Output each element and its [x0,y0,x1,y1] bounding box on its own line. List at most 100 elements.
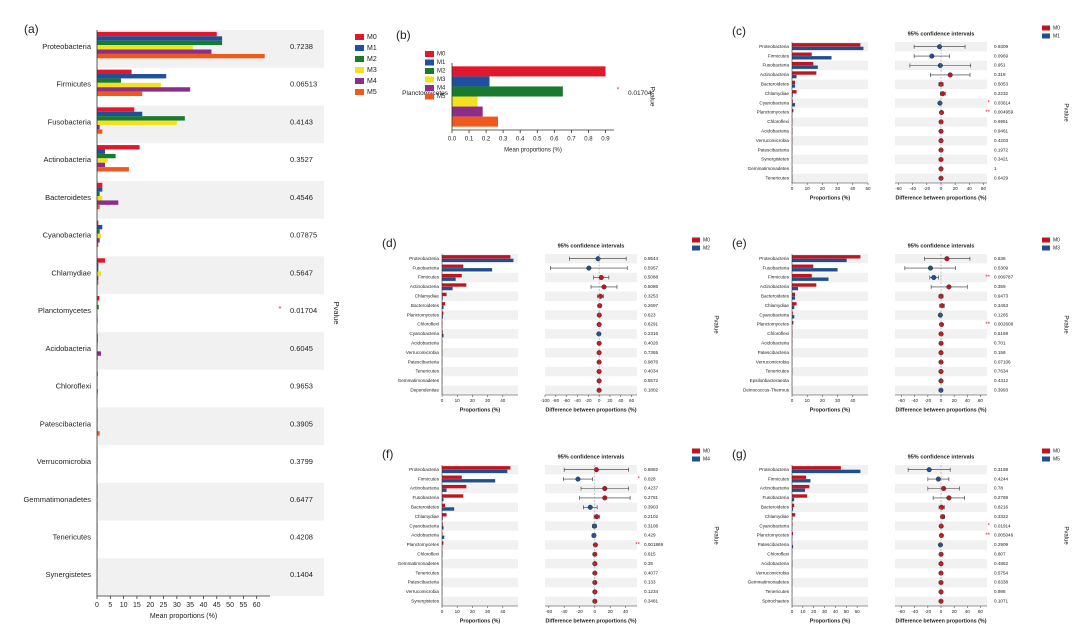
bar [442,333,444,338]
bar [97,431,100,436]
category-label: Gemmatimonadetes [398,561,440,566]
x-tick-label: 0.9 [601,137,610,143]
row-shade [792,521,868,531]
row-shade [545,291,637,301]
legend-label: M1 [437,60,446,66]
diff-tick-label: 60 [629,398,635,403]
category-label: Bacteroidetes [45,193,91,202]
bar [97,111,143,117]
legend-swatch [692,456,700,462]
x-tick-label: 0.8 [584,137,593,143]
bar [97,224,103,230]
legend-swatch [692,237,700,243]
bar [97,69,132,75]
category-label: Patescibacteria [40,419,92,428]
row-shade [97,407,324,446]
x-tick-label: 30 [485,398,491,403]
p-value: 0.4862 [994,561,1008,566]
difference-point [931,275,937,281]
row-shade [792,366,868,377]
difference-point [929,53,935,59]
bar [442,268,493,272]
p-value: 0.4034 [644,369,658,374]
diff-tick-label: -40 [574,398,581,403]
category-label: Planctomycetes [757,533,790,538]
bar [442,283,467,287]
difference-point [587,504,593,510]
p-value: 0.5754 [994,570,1008,575]
p-value: 1 [994,166,997,171]
p-value: 0.01704 [628,90,652,97]
row-shade [442,291,518,301]
legend-label: M3 [437,77,446,83]
legend-label: M3 [367,67,377,74]
legend-label: M4 [437,86,446,92]
row-shade [792,136,868,146]
difference-point [926,467,932,473]
category-label: Patescibacteria [408,580,440,585]
bar [97,31,217,37]
bar [97,87,191,92]
p-value: 0.429 [644,533,656,538]
bar [97,220,99,225]
p-value: 0.028 [644,476,656,481]
legend-swatch [355,89,364,95]
category-label: Cyanobacteria [759,100,789,105]
row-shade [792,559,868,569]
difference-point [601,284,607,290]
difference-point [598,275,604,281]
bar [792,71,817,75]
p-axis-label: Pvalue [712,315,718,334]
legend-label: M2 [437,69,446,75]
difference-point [947,72,953,78]
x-axis-label: Proportions (%) [460,618,501,624]
panel-label: (g) [732,447,747,461]
category-label: Patescibacteria [408,359,440,364]
bar [442,466,511,470]
bar [442,484,467,489]
diff-tick-label: 0 [940,609,943,614]
p-value: 0.4237 [644,486,658,491]
row-shade [792,79,868,89]
legend-label: M1 [1053,33,1060,39]
category-label: Chlamydiae [51,268,91,277]
diff-tick-label: 60 [981,186,987,191]
category-label: Firmicutes [56,80,91,89]
category-label: Tenericutes [766,369,790,374]
p-value: 0.4312 [994,378,1008,383]
row-shade [895,272,987,283]
p-value: 0.1234 [644,589,658,594]
difference-point [944,256,950,262]
row-shade [97,180,324,219]
difference-point [937,542,943,548]
x-tick-label: 60 [855,609,861,614]
category-label: Verrucomicrobia [756,570,790,575]
category-label: Chloroflexi [417,552,439,557]
bar [97,304,99,310]
difference-point [595,256,601,262]
p-value: 0.3993 [994,388,1008,393]
category-label: Actinobacteria [43,155,91,164]
p-value: 0.78 [994,486,1003,491]
bar [97,116,185,121]
diff-tick-label: 20 [607,398,613,403]
category-label: Patescibacteria [758,147,790,152]
x-tick-label: 20 [820,186,826,191]
bar [452,116,499,127]
bar [442,497,444,502]
bar [442,516,443,521]
bar [792,93,793,98]
bar [452,86,563,97]
significance: * [617,87,620,94]
x-tick-label: 40 [500,609,506,614]
p-value: 0.9876 [644,359,658,364]
difference-point [937,44,943,50]
bar [97,153,116,159]
bar [97,145,140,150]
row-shade [97,331,324,370]
bar [792,475,807,479]
diff-tick-label: -20 [924,186,931,191]
panel-label: (f) [382,447,393,461]
bar [792,507,794,511]
p-value: 0.1265 [994,312,1008,317]
